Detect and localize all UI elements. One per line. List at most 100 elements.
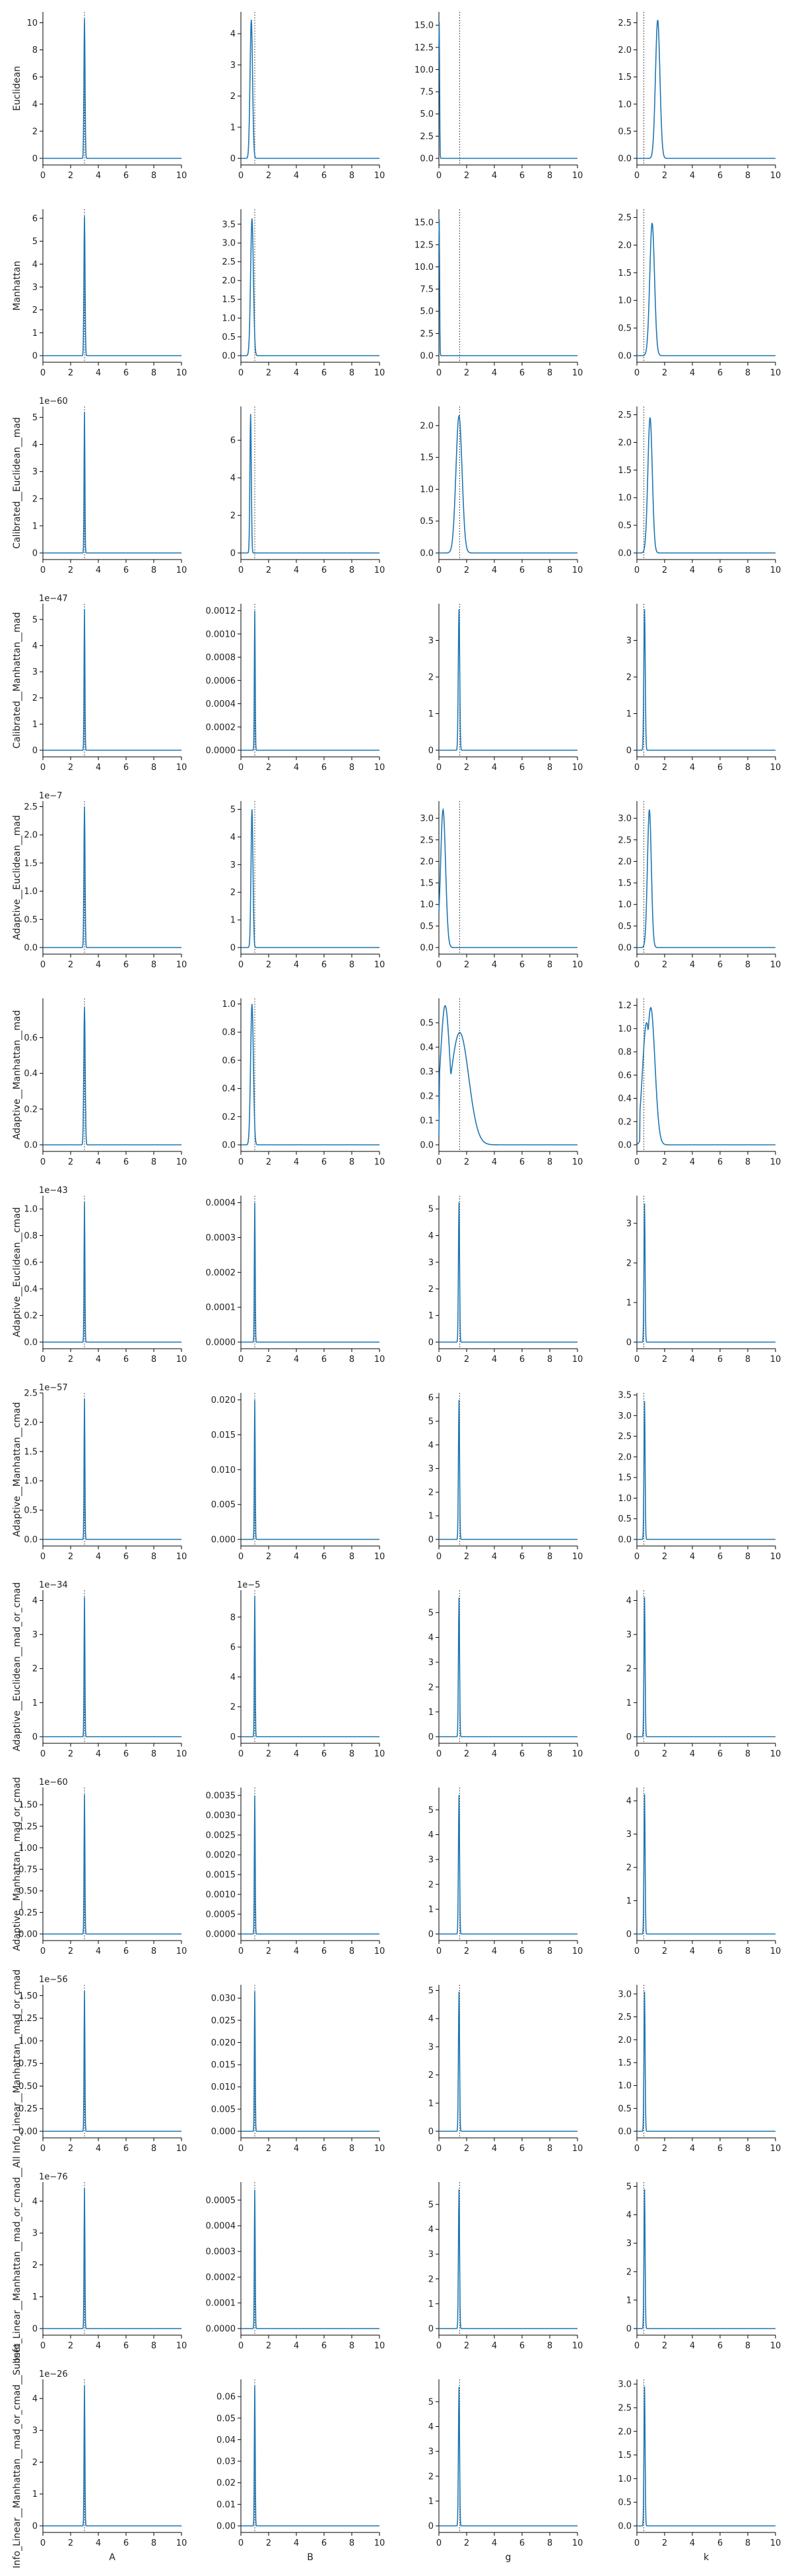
x-tick-label: 10 (572, 2538, 583, 2548)
x-tick-label: 2 (464, 1749, 469, 1759)
x-tick-label: 2 (266, 2144, 271, 2154)
y-tick-label: 0 (428, 1733, 434, 1743)
x-tick-label: 10 (374, 1749, 385, 1759)
x-tick-label: 6 (321, 1552, 327, 1562)
x-tick-label: 8 (745, 1552, 750, 1562)
x-tick-label: 10 (176, 1947, 187, 1956)
x-tick-label: 0 (238, 1552, 244, 1562)
y-tick-label: 0.0025 (206, 1831, 236, 1841)
y-tick-label: 3.0 (222, 239, 236, 249)
x-tick-label: 0 (436, 1355, 442, 1365)
y-tick-label: 1.5 (222, 295, 236, 305)
y-tick-label: 2 (230, 511, 236, 521)
y-tick-label: 0.0008 (206, 653, 236, 663)
x-tick-label: 4 (690, 763, 695, 773)
row-label-11: Info_Linear__Manhattan__mad_or_cmad (12, 1970, 22, 2154)
x-tick-label: 8 (151, 1947, 156, 1956)
y-tick-label: 2.5 (618, 410, 632, 420)
y-tick-label: 0.5 (618, 521, 632, 531)
y-tick-label: 4 (428, 2014, 434, 2024)
x-tick-label: 10 (176, 1355, 187, 1365)
y-tick-label: 2.5 (420, 835, 434, 845)
y-tick-label: 1.0 (618, 100, 632, 110)
density-curve (241, 1400, 380, 1540)
y-tick-label: 1.5 (618, 73, 632, 82)
y-tick-label: 1 (32, 2490, 38, 2499)
x-tick-label: 6 (519, 763, 525, 773)
y-tick-label: 1 (32, 2292, 38, 2302)
x-tick-label: 8 (547, 368, 552, 378)
x-tick-label: 2 (464, 763, 469, 773)
y-tick-label: 0.6 (24, 1258, 38, 1268)
y-tick-label: 0.02 (216, 2478, 236, 2488)
x-tick-label: 10 (176, 1552, 187, 1562)
y-tick-label: 0.2 (222, 1112, 236, 1122)
x-tick-label: 6 (321, 565, 327, 575)
subplot-r1-A: 0 2 4 6 8 10 0 2 4 6 8 10 (26, 12, 187, 181)
y-tick-label: 6 (230, 1643, 236, 1653)
subplot-r5-B: 0 2 4 6 8 10 0 1 2 3 4 5 (230, 801, 385, 970)
x-tick-label: 6 (321, 1749, 327, 1759)
y-tick-label: 0.03 (216, 2457, 236, 2467)
density-curve (637, 2386, 776, 2527)
x-tick-label: 0 (40, 763, 46, 773)
y-tick-label: 2 (428, 1683, 434, 1692)
subplot-r4-g: 0 2 4 6 8 10 0 1 2 3 (428, 604, 583, 773)
x-tick-label: 0 (238, 763, 244, 773)
subplot-r6-A: 0 2 4 6 8 10 0.0 0.2 0.4 0.6 (24, 998, 187, 1167)
x-tick-label: 10 (572, 368, 583, 378)
y-tick-label: 3 (428, 636, 434, 646)
y-tick-label: 0.0004 (206, 699, 236, 709)
y-tick-label: 2 (626, 1664, 632, 1674)
x-tick-label: 6 (519, 2144, 525, 2154)
y-tick-label: 0 (428, 1535, 434, 1545)
y-tick-label: 1.0 (618, 1024, 632, 1034)
y-tick-label: 0.0 (24, 1535, 38, 1545)
x-tick-label: 8 (547, 763, 552, 773)
y-tick-label: 0.0004 (206, 2222, 236, 2232)
x-tick-label: 4 (492, 2144, 497, 2154)
y-tick-label: 0.25 (18, 1908, 38, 1918)
x-tick-label: 6 (717, 2144, 723, 2154)
y-tick-label: 1.0 (24, 1205, 38, 1215)
x-tick-label: 6 (321, 1157, 327, 1167)
x-tick-label: 0 (634, 1552, 640, 1562)
density-curve (241, 414, 380, 554)
column-label-A: A (109, 2552, 116, 2563)
x-tick-label: 6 (717, 1552, 723, 1562)
subplot-r10-k: 0 2 4 6 8 10 0 1 2 3 4 (626, 1787, 781, 1956)
x-tick-label: 4 (492, 565, 497, 575)
x-tick-label: 10 (770, 1355, 781, 1365)
y-tick-label: 0.4 (420, 1043, 434, 1053)
x-tick-label: 6 (321, 960, 327, 970)
x-tick-label: 8 (151, 2538, 156, 2548)
density-curve (637, 1991, 776, 2132)
y-tick-label: 0.2 (24, 1105, 38, 1114)
y-tick-label: 0 (32, 549, 38, 559)
y-tick-label: 0.0005 (206, 2196, 236, 2206)
y-tick-label: 0.4 (618, 1094, 632, 1104)
x-tick-label: 4 (690, 1947, 695, 1956)
x-tick-label: 2 (662, 171, 667, 181)
x-tick-label: 0 (634, 2144, 640, 2154)
x-tick-label: 6 (717, 1947, 723, 1956)
y-tick-label: 0.25 (18, 2104, 38, 2114)
x-tick-label: 10 (572, 1552, 583, 1562)
y-tick-label: 3 (428, 2250, 434, 2260)
x-tick-label: 8 (349, 960, 354, 970)
x-tick-label: 2 (464, 2341, 469, 2351)
x-tick-label: 2 (662, 1947, 667, 1956)
density-curve (637, 1401, 776, 1540)
x-tick-label: 4 (294, 565, 299, 575)
y-tick-label: 4 (428, 2225, 434, 2235)
x-tick-label: 8 (547, 1157, 552, 1167)
y-tick-label: 4 (626, 2210, 632, 2220)
row-label-5: Adaptive__Euclidean__mad (12, 815, 22, 940)
y-tick-label: 10 (26, 18, 38, 28)
y-tick-label: 2.5 (24, 802, 38, 812)
y-tick-label: 1.5 (618, 466, 632, 476)
column-label-k: k (704, 2552, 710, 2563)
y-tick-label: 0.0 (24, 1141, 38, 1151)
y-tick-label: 1.0 (24, 887, 38, 897)
